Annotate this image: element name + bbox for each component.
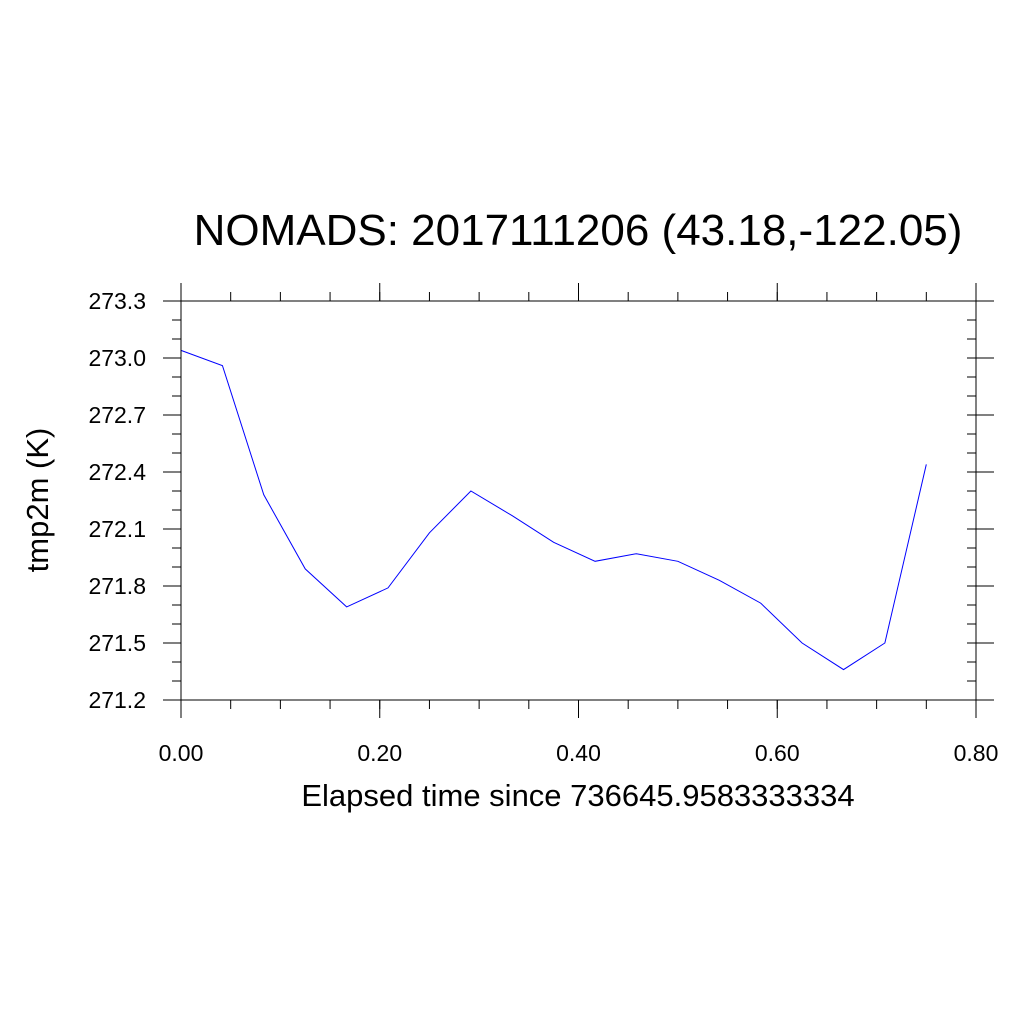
y-tick-label: 271.8 — [88, 573, 146, 599]
x-tick-label: 0.20 — [357, 740, 402, 766]
x-tick-label: 0.00 — [159, 740, 204, 766]
y-tick-label: 272.7 — [88, 402, 146, 428]
chart-title: NOMADS: 2017111206 (43.18,-122.05) — [194, 206, 963, 255]
y-tick-label: 272.1 — [88, 516, 146, 542]
x-tick-label: 0.80 — [954, 740, 999, 766]
y-tick-label: 271.2 — [88, 687, 146, 713]
x-tick-label: 0.60 — [755, 740, 800, 766]
x-axis-label: Elapsed time since 736645.9583333334 — [301, 778, 854, 813]
y-axis-label: tmp2m (K) — [20, 428, 55, 573]
ticks-group — [163, 283, 994, 718]
y-tick-label: 271.5 — [88, 630, 146, 656]
plot-frame — [180, 300, 977, 701]
y-tick-label: 272.4 — [88, 459, 146, 485]
series-line — [180, 349, 927, 671]
series-group — [180, 349, 927, 671]
y-tick-label: 273.0 — [88, 345, 146, 371]
y-tick-label: 273.3 — [88, 288, 146, 314]
x-tick-label: 0.40 — [556, 740, 601, 766]
tick-labels-group: 0.00 0.20 0.40 0.60 0.80 271.2 271.5 271.8 272.1… — [88, 288, 998, 766]
